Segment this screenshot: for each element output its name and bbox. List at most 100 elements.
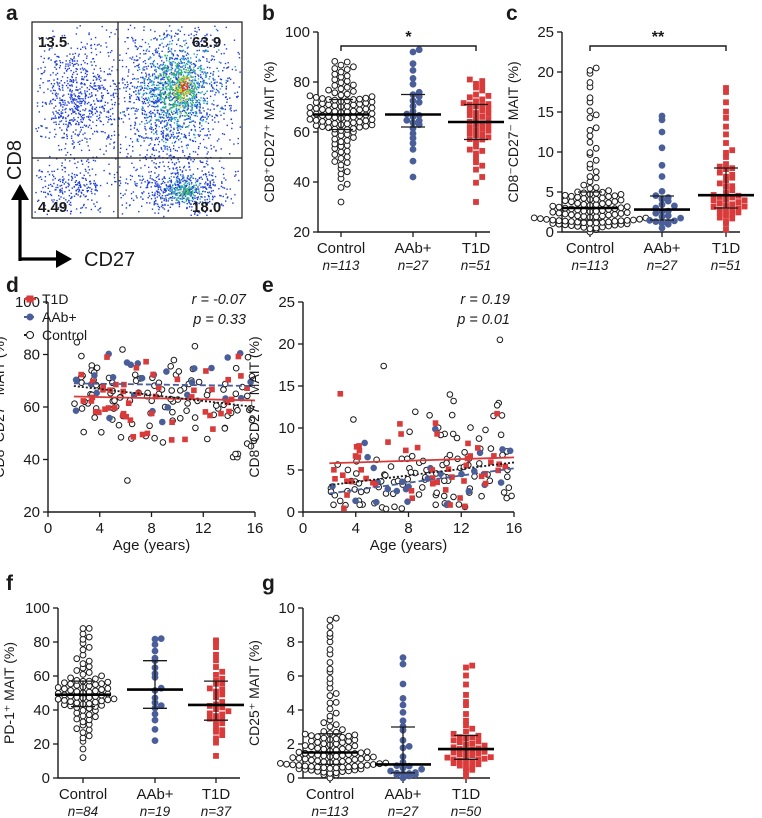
flow-event-dot	[225, 85, 228, 88]
flow-event-dot	[215, 149, 217, 152]
flow-event-dot	[169, 85, 171, 87]
flow-event-dot	[65, 60, 67, 62]
data-point	[332, 764, 340, 772]
flow-event-dot	[235, 109, 237, 112]
flow-event-dot	[198, 146, 200, 148]
flow-event-dot	[173, 156, 175, 158]
flow-event-dot	[179, 195, 181, 197]
flow-event-dot	[210, 190, 213, 192]
flow-event-dot	[92, 58, 94, 60]
flow-event-dot	[175, 189, 177, 192]
flow-event-dot	[135, 55, 138, 57]
flow-event-dot	[119, 182, 122, 184]
flow-event-dot	[197, 78, 200, 80]
flow-event-dot	[190, 121, 192, 123]
flow-event-dot	[210, 148, 213, 150]
flow-event-dot	[155, 119, 157, 121]
flow-event-dot	[36, 105, 39, 107]
flow-event-dot	[137, 98, 140, 100]
flow-event-dot	[147, 85, 150, 88]
flow-event-dot	[148, 101, 150, 103]
flow-event-dot	[206, 66, 209, 69]
flow-event-dot	[198, 191, 200, 193]
flow-event-dot	[155, 183, 157, 185]
flow-event-dot	[84, 100, 86, 103]
flow-event-dot	[146, 92, 148, 95]
data-point	[380, 362, 388, 370]
flow-event-dot	[195, 42, 198, 45]
category-label: Control	[59, 786, 107, 803]
flow-event-dot	[161, 108, 163, 111]
flow-event-dot	[161, 60, 163, 62]
flow-event-dot	[173, 192, 176, 195]
flow-event-dot	[149, 79, 151, 81]
flow-event-dot	[169, 187, 171, 189]
flow-event-dot	[164, 36, 166, 39]
flow-event-dot	[209, 184, 211, 187]
flow-event-dot	[194, 105, 197, 107]
data-point	[599, 194, 606, 202]
flow-event-dot	[181, 197, 184, 199]
flow-event-dot	[62, 89, 64, 91]
data-point	[735, 209, 742, 216]
flow-event-dot	[165, 115, 168, 118]
flow-event-dot	[215, 114, 217, 116]
flow-event-dot	[160, 183, 162, 185]
flow-event-dot	[237, 170, 239, 173]
flow-event-dot	[151, 208, 154, 210]
data-point	[729, 194, 736, 201]
flow-event-dot	[167, 48, 170, 50]
flow-event-dot	[229, 139, 231, 141]
flow-event-dot	[107, 102, 109, 104]
flow-event-dot	[75, 113, 77, 115]
flow-event-dot	[188, 186, 190, 188]
flow-event-dot	[187, 92, 189, 94]
flow-event-dot	[170, 84, 172, 86]
flow-event-dot	[186, 182, 189, 185]
flow-event-dot	[205, 188, 208, 190]
flow-event-dot	[229, 153, 231, 155]
data-point	[113, 381, 119, 388]
flow-event-dot	[200, 117, 202, 120]
flow-event-dot	[44, 185, 47, 188]
flow-event-dot	[85, 124, 88, 127]
flow-event-dot	[56, 72, 59, 75]
data-point	[85, 625, 93, 632]
data-point	[139, 431, 146, 438]
flow-event-dot	[70, 197, 72, 200]
flow-event-dot	[144, 125, 146, 128]
flow-event-dot	[190, 92, 193, 94]
flow-event-dot	[182, 104, 184, 107]
data-point	[568, 211, 575, 219]
flow-event-dot	[62, 179, 64, 182]
flow-event-dot	[196, 198, 199, 201]
flow-event-dot	[171, 199, 173, 202]
flow-event-dot	[150, 81, 152, 83]
data-point	[226, 408, 232, 415]
flow-event-dot	[78, 184, 80, 187]
flow-event-dot	[154, 87, 156, 89]
flow-event-dot	[139, 92, 141, 95]
flow-event-dot	[152, 129, 154, 131]
flow-event-dot	[167, 135, 170, 137]
flow-event-dot	[88, 161, 90, 164]
flow-event-dot	[91, 86, 94, 88]
flow-event-dot	[223, 44, 226, 46]
flow-event-dot	[77, 123, 80, 126]
flow-event-dot	[98, 208, 101, 210]
flow-event-dot	[189, 121, 191, 123]
flow-event-dot	[221, 83, 223, 86]
data-point	[605, 187, 612, 195]
data-point	[586, 107, 594, 115]
flow-event-dot	[184, 64, 187, 66]
flow-event-dot	[51, 47, 53, 49]
flow-event-dot	[173, 81, 175, 83]
flow-event-dot	[71, 75, 73, 78]
flow-event-dot	[206, 214, 208, 216]
flow-event-dot	[176, 65, 178, 68]
flow-event-dot	[159, 81, 161, 83]
flow-event-dot	[83, 76, 86, 78]
flow-event-dot	[141, 113, 144, 115]
flow-event-dot	[140, 45, 143, 48]
